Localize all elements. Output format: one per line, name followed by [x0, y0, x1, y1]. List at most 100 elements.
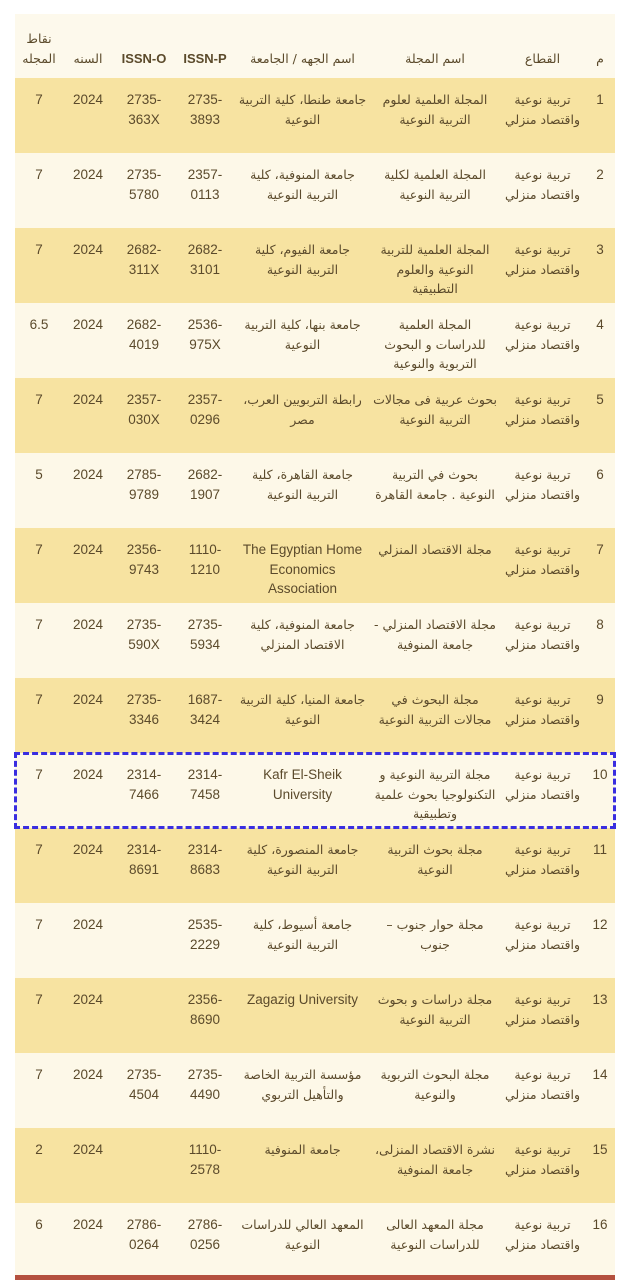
bottom-divider [15, 1275, 615, 1280]
cell-no: 12 [585, 903, 615, 978]
cell-points: 7 [15, 678, 63, 753]
table-row: 3 تربية نوعية واقتصاد منزلي المجلة العلمية… [15, 228, 615, 303]
cell-journal: مجلة حوار جنوب – جنوب [370, 903, 500, 978]
cell-year: 2024 [63, 453, 113, 528]
cell-points: 7 [15, 228, 63, 303]
cell-points: 7 [15, 828, 63, 903]
table-row: 4 تربية نوعية واقتصاد منزلي المجلة العلمية… [15, 303, 615, 378]
header-sector: القطاع [500, 14, 585, 78]
cell-issn-o [113, 903, 175, 978]
cell-points: 7 [15, 903, 63, 978]
cell-issn-p: 2357-0296 [175, 378, 235, 453]
cell-journal: بحوث عربية فى مجالات التربية النوعية [370, 378, 500, 453]
cell-issn-o: 2786-0264 [113, 1203, 175, 1278]
cell-journal: مجلة الاقتصاد المنزلي - جامعة المنوفية [370, 603, 500, 678]
cell-publisher: مؤسسة التربية الخاصة والتأهيل التربوي [235, 1053, 370, 1128]
table-row: 9 تربية نوعية واقتصاد منزلي مجلة البحوث في… [15, 678, 615, 753]
cell-sector: تربية نوعية واقتصاد منزلي [500, 453, 585, 528]
cell-year: 2024 [63, 1203, 113, 1278]
cell-issn-o: 2735-5780 [113, 153, 175, 228]
table-row: 16 تربية نوعية واقتصاد منزلي مجلة المعهد ا… [15, 1203, 615, 1278]
cell-issn-o [113, 978, 175, 1053]
cell-journal: المجلة العلمية للدراسات و البحوث التربوي… [370, 303, 500, 378]
cell-sector: تربية نوعية واقتصاد منزلي [500, 1128, 585, 1203]
cell-issn-o: 2357-030X [113, 378, 175, 453]
cell-issn-o: 2735-363X [113, 78, 175, 153]
cell-year: 2024 [63, 228, 113, 303]
cell-sector: تربية نوعية واقتصاد منزلي [500, 678, 585, 753]
cell-sector: تربية نوعية واقتصاد منزلي [500, 1203, 585, 1278]
cell-publisher: جامعة المنوفية، كلية التربية النوعية [235, 153, 370, 228]
cell-no: 1 [585, 78, 615, 153]
header-points: نقاط المجله [15, 14, 63, 78]
cell-issn-p: 2536-975X [175, 303, 235, 378]
table-row: 13 تربية نوعية واقتصاد منزلي مجلة دراسات و… [15, 978, 615, 1053]
cell-issn-o: 2735-3346 [113, 678, 175, 753]
cell-issn-o: 2735-590X [113, 603, 175, 678]
cell-issn-p: 1110-2578 [175, 1128, 235, 1203]
cell-points: 7 [15, 153, 63, 228]
cell-publisher: جامعة المنوفية، كلية الاقتصاد المنزلي [235, 603, 370, 678]
journals-table-container: م القطاع اسم المجلة اسم الجهه / الجامعة … [14, 14, 616, 1278]
cell-points: 7 [15, 603, 63, 678]
cell-year: 2024 [63, 153, 113, 228]
cell-issn-o [113, 1128, 175, 1203]
cell-issn-p: 1687-3424 [175, 678, 235, 753]
cell-sector: تربية نوعية واقتصاد منزلي [500, 153, 585, 228]
cell-publisher: جامعة المنوفية [235, 1128, 370, 1203]
cell-publisher: جامعة طنطا، كلية التربية النوعية [235, 78, 370, 153]
cell-sector: تربية نوعية واقتصاد منزلي [500, 78, 585, 153]
cell-no: 5 [585, 378, 615, 453]
cell-points: 2 [15, 1128, 63, 1203]
cell-no: 11 [585, 828, 615, 903]
cell-year: 2024 [63, 978, 113, 1053]
cell-sector: تربية نوعية واقتصاد منزلي [500, 903, 585, 978]
cell-journal: مجلة التربية النوعية و التكنولوجيا بحوث … [370, 753, 500, 828]
cell-publisher: جامعة المنيا، كلية التربية النوعية [235, 678, 370, 753]
cell-year: 2024 [63, 678, 113, 753]
cell-issn-p: 2682-1907 [175, 453, 235, 528]
cell-publisher: جامعة الفيوم، كلية التربية النوعية [235, 228, 370, 303]
cell-year: 2024 [63, 528, 113, 603]
cell-publisher: جامعة بنها، كلية التربية النوعية [235, 303, 370, 378]
cell-issn-p: 2314-8683 [175, 828, 235, 903]
cell-no: 9 [585, 678, 615, 753]
cell-issn-o: 2314-8691 [113, 828, 175, 903]
cell-journal: مجلة بحوث التربية النوعية [370, 828, 500, 903]
cell-journal: نشرة الاقتصاد المنزلى، جامعة المنوفية [370, 1128, 500, 1203]
cell-issn-p: 1110-1210 [175, 528, 235, 603]
cell-publisher: جامعة المنصورة، كلية التربية النوعية [235, 828, 370, 903]
cell-sector: تربية نوعية واقتصاد منزلي [500, 603, 585, 678]
cell-issn-o: 2682-4019 [113, 303, 175, 378]
cell-publisher: المعهد العالي للدراسات النوعية [235, 1203, 370, 1278]
cell-issn-o: 2735-4504 [113, 1053, 175, 1128]
cell-year: 2024 [63, 303, 113, 378]
cell-issn-p: 2735-3893 [175, 78, 235, 153]
cell-points: 7 [15, 753, 63, 828]
cell-sector: تربية نوعية واقتصاد منزلي [500, 978, 585, 1053]
cell-journal: بحوث في التربية النوعية . جامعة القاهرة [370, 453, 500, 528]
cell-issn-p: 2786-0256 [175, 1203, 235, 1278]
header-issn-p: ISSN-P [175, 14, 235, 78]
cell-no: 4 [585, 303, 615, 378]
cell-sector: تربية نوعية واقتصاد منزلي [500, 228, 585, 303]
cell-issn-o: 2785-9789 [113, 453, 175, 528]
cell-sector: تربية نوعية واقتصاد منزلي [500, 528, 585, 603]
cell-publisher: رابطة التربويين العرب، مصر [235, 378, 370, 453]
table-row: 6 تربية نوعية واقتصاد منزلي بحوث في التربي… [15, 453, 615, 528]
cell-issn-p: 2535-2229 [175, 903, 235, 978]
cell-sector: تربية نوعية واقتصاد منزلي [500, 303, 585, 378]
cell-year: 2024 [63, 603, 113, 678]
cell-publisher: جامعة القاهرة، كلية التربية النوعية [235, 453, 370, 528]
cell-issn-p: 2735-5934 [175, 603, 235, 678]
cell-no: 3 [585, 228, 615, 303]
cell-points: 5 [15, 453, 63, 528]
header-publisher: اسم الجهه / الجامعة [235, 14, 370, 78]
table-row: 1 تربية نوعية واقتصاد منزلي المجلة العلمية… [15, 78, 615, 153]
cell-year: 2024 [63, 903, 113, 978]
cell-issn-p: 2735-4490 [175, 1053, 235, 1128]
cell-issn-o: 2314-7466 [113, 753, 175, 828]
cell-no: 7 [585, 528, 615, 603]
cell-year: 2024 [63, 378, 113, 453]
table-row: 5 تربية نوعية واقتصاد منزلي بحوث عربية فى … [15, 378, 615, 453]
